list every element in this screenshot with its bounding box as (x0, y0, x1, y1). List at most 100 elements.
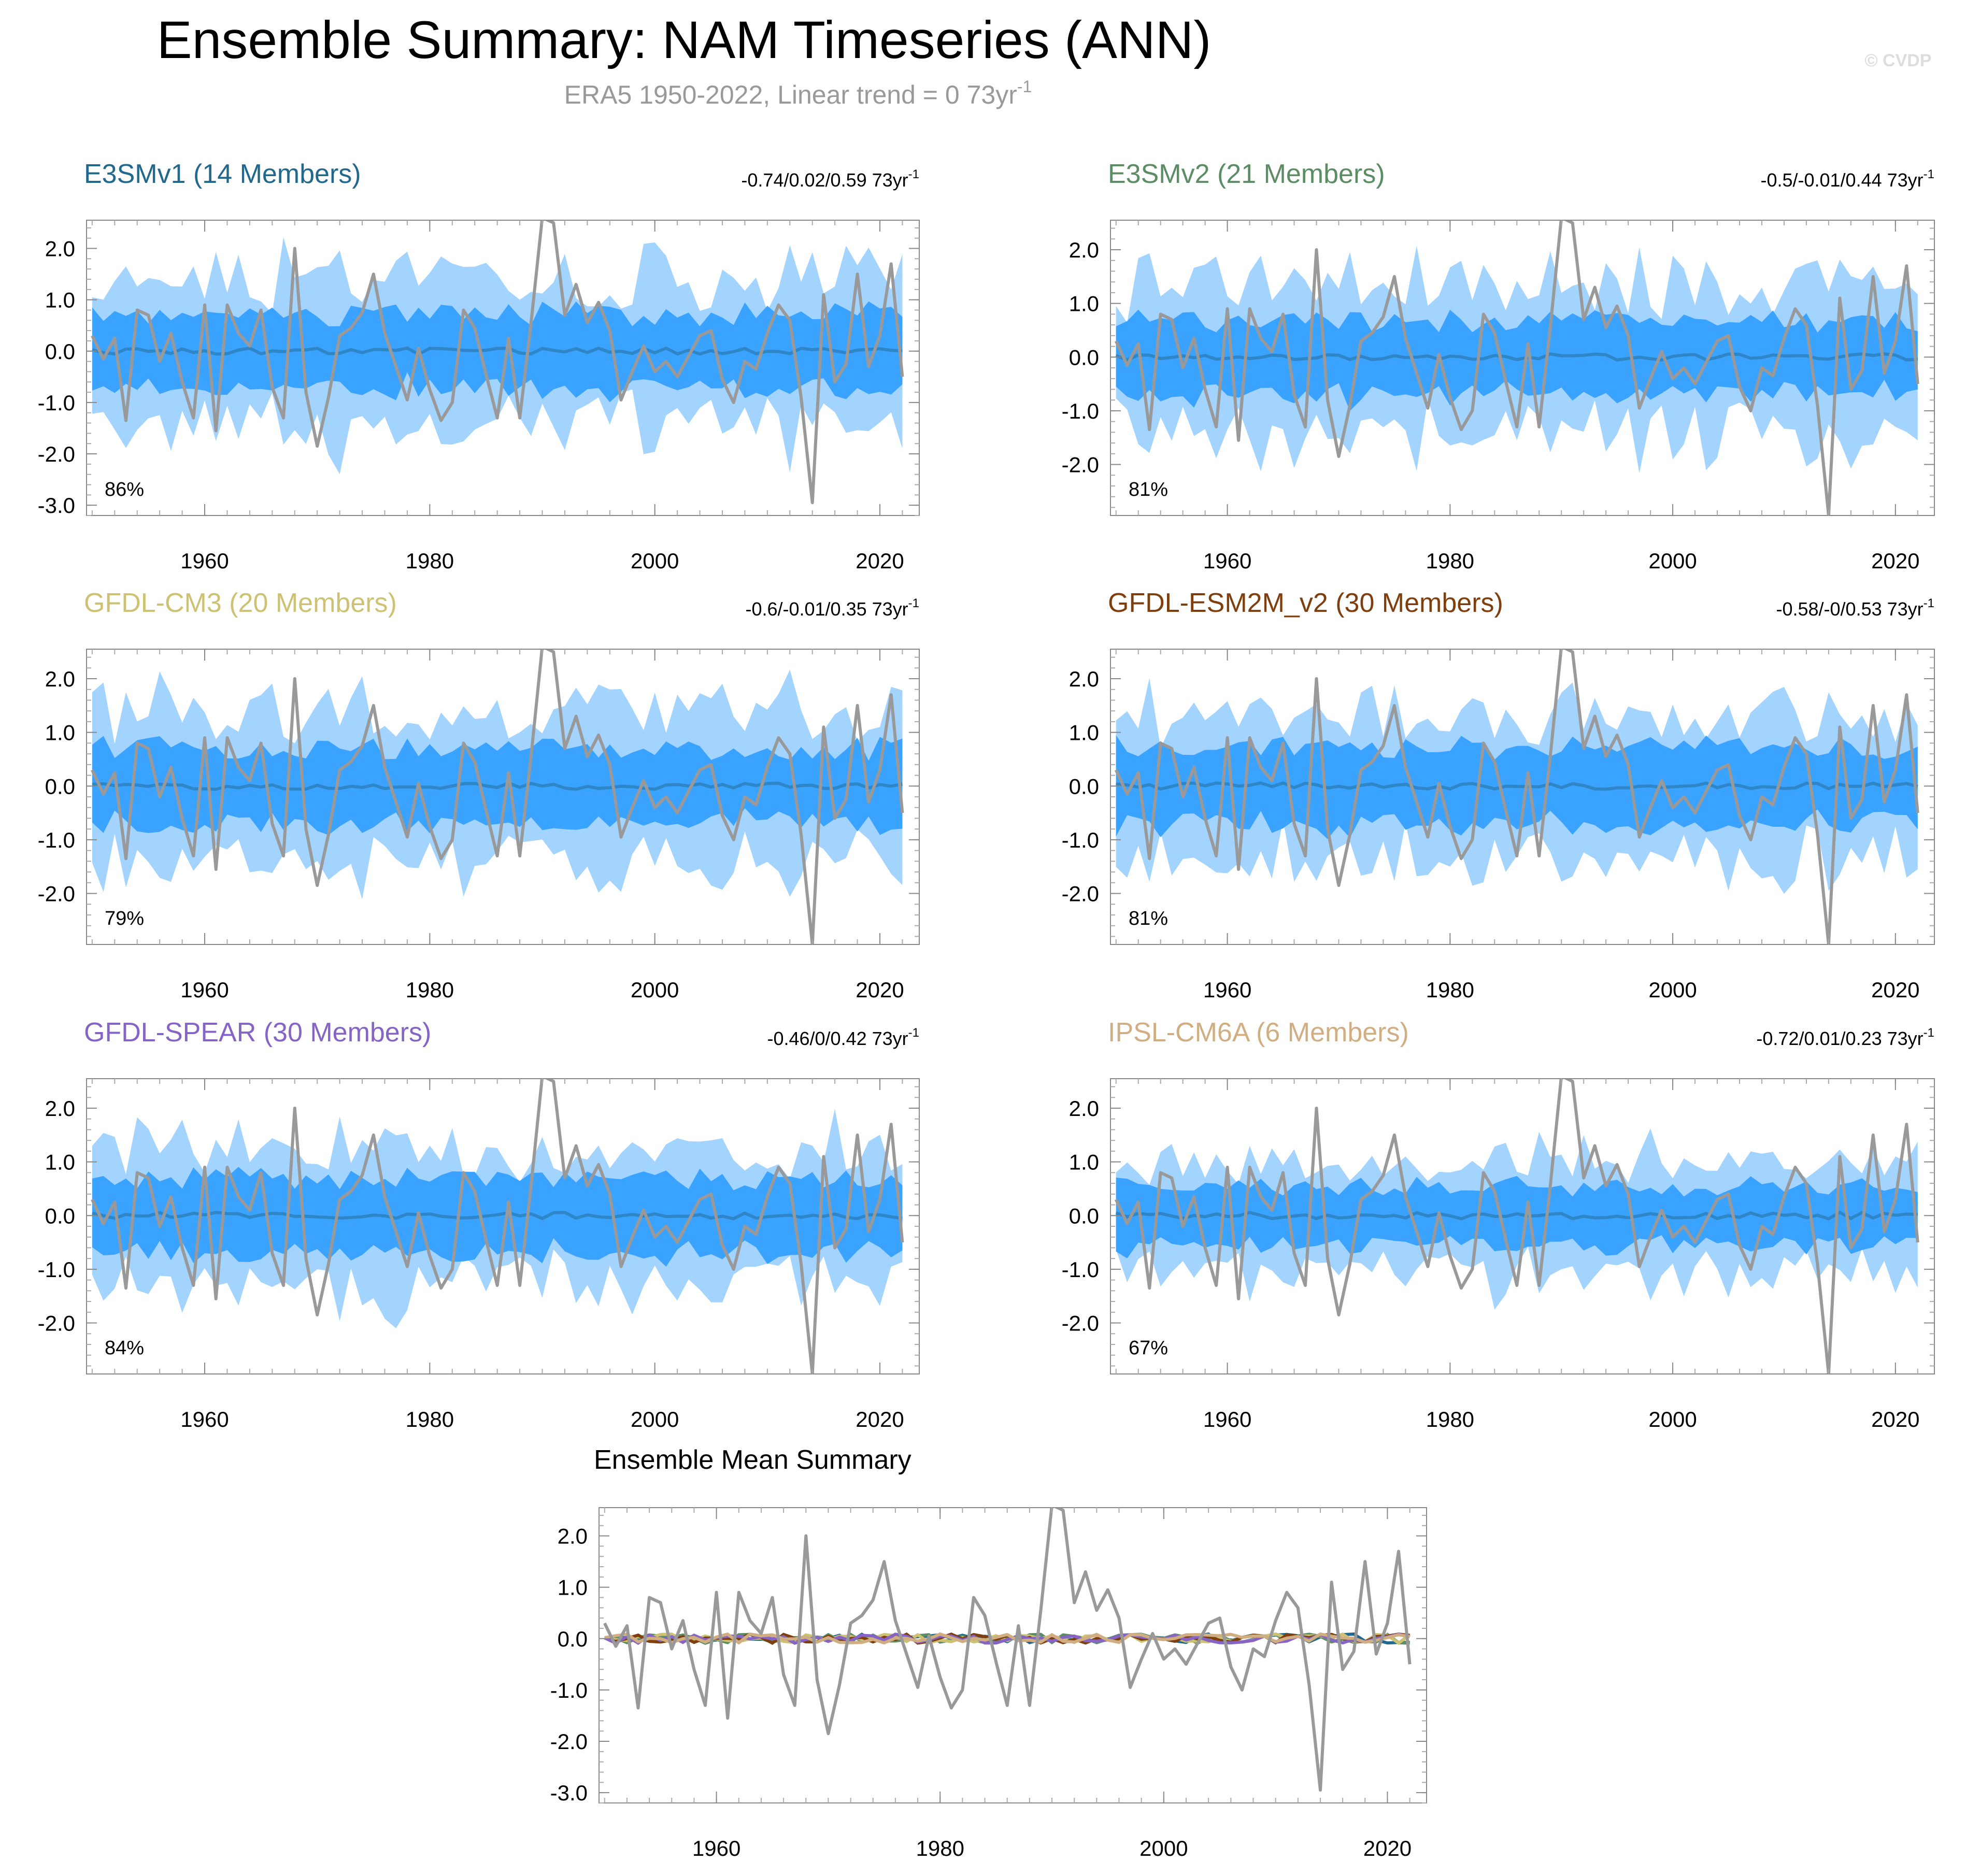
subtitle-superscript: -1 (1017, 77, 1032, 96)
plot-area (1114, 649, 1919, 944)
y-tick-label: 0.0 (1069, 345, 1099, 369)
era5-observed-line (1114, 1079, 1919, 1374)
trend-text: -0.5/-0.01/0.44 73yr-1 (1760, 167, 1934, 191)
ensemble-mean-series-6 (604, 1632, 1411, 1645)
y-tick-label: 1.0 (1069, 292, 1099, 316)
y-tick-label: 2.0 (45, 237, 75, 261)
x-tick-label: 2000 (631, 978, 679, 1002)
era5-observed-line (1114, 220, 1919, 515)
trend-value: -0.58/-0/0.53 73yr (1776, 598, 1923, 620)
y-tick-label: 1.0 (558, 1576, 588, 1600)
x-tick-label: 2000 (631, 549, 679, 573)
y-tick-label: -2.0 (1062, 453, 1099, 477)
y-tick-label: 1.0 (45, 288, 75, 312)
percent-label: 81% (1129, 908, 1168, 929)
y-tick-label: -1.0 (1062, 828, 1099, 852)
x-tick-label: 2020 (856, 1407, 904, 1431)
x-tick-label: 2020 (856, 978, 904, 1002)
trend-value: -0.72/0.01/0.23 73yr (1756, 1028, 1923, 1049)
panel-4: GFDL-ESM2M_v2 (30 Members) -0.58/-0/0.53 … (1062, 588, 1935, 1002)
y-tick-label: 1.0 (45, 721, 75, 745)
era5-observed-line (91, 220, 904, 505)
panel-1: E3SMv1 (14 Members) -0.74/0.02/0.59 73yr-… (38, 159, 920, 573)
percent-label: 81% (1129, 479, 1168, 500)
trend-text: -0.74/0.02/0.59 73yr-1 (741, 167, 919, 191)
y-tick-label: 2.0 (45, 667, 75, 691)
y-tick-label: 0.0 (558, 1627, 588, 1651)
ensemble-mean-line (1116, 781, 1918, 791)
trend-text: -0.6/-0.01/0.35 73yr-1 (745, 596, 919, 620)
ensemble-interdecile-band (92, 301, 903, 403)
y-tick-label: 0.0 (45, 774, 75, 798)
y-tick-label: 1.0 (45, 1150, 75, 1175)
summary-title: Ensemble Mean Summary (594, 1445, 911, 1475)
x-tick-label: 1980 (1426, 978, 1474, 1002)
y-tick-label: -1.0 (1062, 399, 1099, 423)
y-tick-label: 2.0 (1069, 1096, 1099, 1121)
x-tick-label: 1980 (406, 549, 454, 573)
x-tick-label: 1960 (180, 978, 229, 1002)
x-tick-label: 2020 (1871, 1407, 1919, 1431)
trend-value: -0.5/-0.01/0.44 73yr (1760, 169, 1923, 191)
y-tick-label: -3.0 (38, 493, 75, 518)
ensemble-interdecile-band (92, 736, 903, 835)
x-tick-label: 1960 (692, 1836, 740, 1860)
ensemble-mean-line (92, 1211, 903, 1221)
x-tick-label: 1980 (1426, 1407, 1474, 1431)
x-tick-label: 2020 (856, 549, 904, 573)
percent-label: 86% (105, 479, 144, 500)
y-tick-label: -2.0 (38, 882, 75, 906)
x-tick-label: 2000 (1648, 978, 1697, 1002)
x-tick-label: 1980 (1426, 549, 1474, 573)
ensemble-interdecile-band (92, 1167, 903, 1267)
y-tick-label: -1.0 (38, 391, 75, 415)
panel-title: GFDL-SPEAR (30 Members) (84, 1018, 431, 1048)
panel-6: IPSL-CM6A (6 Members) -0.72/0.01/0.23 73y… (1062, 1018, 1935, 1431)
y-tick-label: 1.0 (1069, 1150, 1099, 1175)
y-tick-label: 1.0 (1069, 721, 1099, 745)
panel-title: IPSL-CM6A (6 Members) (1108, 1018, 1409, 1048)
plot-area (1114, 1079, 1919, 1374)
trend-superscript: -1 (908, 1026, 919, 1040)
y-tick-label: -1.0 (38, 828, 75, 852)
y-tick-label: 0.0 (45, 1204, 75, 1228)
x-tick-label: 1980 (916, 1836, 964, 1860)
y-tick-label: -2.0 (38, 1311, 75, 1336)
era5-observed-line (91, 1079, 904, 1374)
panel-title: GFDL-ESM2M_v2 (30 Members) (1108, 588, 1503, 618)
main-title: Ensemble Summary: NAM Timeseries (ANN) (157, 10, 1212, 69)
x-tick-label: 1960 (180, 1407, 229, 1431)
ensemble-mean-line (92, 781, 903, 791)
plot-area (603, 1508, 1412, 1792)
percent-label: 84% (105, 1337, 144, 1359)
trend-text: -0.46/0/0.42 73yr-1 (767, 1026, 919, 1049)
panel-3: GFDL-CM3 (20 Members) -0.6/-0.01/0.35 73y… (38, 588, 920, 1002)
trend-superscript: -1 (908, 167, 919, 181)
ensemble-mean-line (1115, 1210, 1918, 1221)
trend-text: -0.72/0.01/0.23 73yr-1 (1756, 1026, 1934, 1049)
era5-observed-line (91, 649, 904, 944)
era5-observed-line (1114, 649, 1919, 944)
trend-superscript: -1 (1924, 167, 1934, 181)
y-tick-label: -2.0 (1062, 882, 1099, 906)
percent-label: 67% (1129, 1337, 1168, 1359)
panels: E3SMv1 (14 Members) -0.74/0.02/0.59 73yr-… (38, 159, 1935, 1860)
plot-frame (86, 220, 920, 516)
era5-observed-line (603, 1508, 1412, 1792)
x-tick-label: 2020 (1871, 549, 1919, 573)
x-tick-label: 2000 (631, 1407, 679, 1431)
y-tick-label: -2.0 (1062, 1311, 1099, 1336)
x-tick-label: 1960 (180, 549, 229, 573)
panel-2: E3SMv2 (21 Members) -0.5/-0.01/0.44 73yr-… (1062, 159, 1935, 573)
y-tick-label: -1.0 (550, 1678, 588, 1702)
y-tick-label: 0.0 (45, 339, 75, 364)
x-tick-label: 1960 (1203, 1407, 1251, 1431)
watermark: © CVDP (1865, 51, 1932, 70)
x-tick-label: 1960 (1203, 978, 1251, 1002)
panel-5: GFDL-SPEAR (30 Members) -0.46/0/0.42 73yr… (38, 1018, 920, 1431)
trend-superscript: -1 (908, 596, 919, 610)
y-tick-label: 2.0 (558, 1524, 588, 1549)
panel-title: GFDL-CM3 (20 Members) (84, 588, 397, 618)
y-tick-label: -1.0 (1062, 1257, 1099, 1282)
